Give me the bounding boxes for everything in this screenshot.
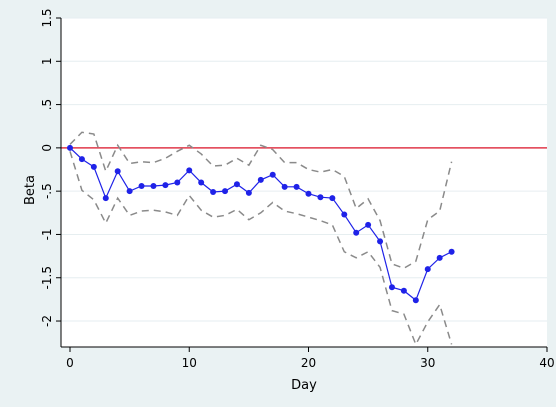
estimate-point <box>198 179 205 186</box>
estimate-point <box>233 181 240 188</box>
estimate-point <box>222 188 229 195</box>
estimate-point <box>174 179 181 186</box>
x-tick-label: 30 <box>420 356 435 370</box>
estimate-point <box>102 195 109 202</box>
y-tick-label: -1 <box>40 228 54 240</box>
estimate-point <box>90 163 97 170</box>
estimate-point <box>245 189 252 196</box>
x-tick-label: 0 <box>66 356 74 370</box>
y-tick-label: -2 <box>40 315 54 327</box>
y-axis-title: Beta <box>23 175 38 205</box>
estimate-point <box>281 183 288 190</box>
estimate-point <box>365 221 372 228</box>
estimate-point <box>186 167 193 174</box>
estimate-point <box>305 190 312 197</box>
estimate-point <box>257 176 264 183</box>
estimate-point <box>162 182 169 189</box>
estimate-point <box>353 229 360 236</box>
estimate-series <box>67 144 455 304</box>
estimate-point <box>341 211 348 218</box>
estimate-point <box>388 284 395 291</box>
estimate-point <box>317 194 324 201</box>
y-tick-label: 1.5 <box>40 8 54 27</box>
estimate-point <box>436 254 443 261</box>
y-tick-label: 0 <box>40 144 54 152</box>
confidence-interval <box>69 131 453 347</box>
axes: 1.51.50-.5-1-1.5-20 10 20 30 40 <box>40 8 555 370</box>
estimate-point <box>150 182 157 189</box>
estimate-point <box>210 189 217 196</box>
x-tick-label: 10 <box>182 356 197 370</box>
estimate-point <box>293 183 300 190</box>
plot-area <box>61 18 547 347</box>
x-tick-label: 40 <box>539 356 554 370</box>
x-tick-label: 20 <box>301 356 316 370</box>
estimate-point <box>448 248 455 255</box>
estimate-point <box>269 171 276 178</box>
y-tick-label: -1.5 <box>40 266 54 289</box>
estimate-point <box>78 156 85 163</box>
estimate-point <box>67 144 73 151</box>
estimate-point <box>114 168 121 175</box>
estimate-point <box>329 195 336 202</box>
x-axis-title: Day <box>291 378 317 393</box>
estimate-point <box>424 266 431 273</box>
y-tick-label: .5 <box>40 99 54 110</box>
estimate-point <box>377 238 384 245</box>
ci-lower-line <box>69 151 453 347</box>
y-tick-label: 1 <box>40 57 54 65</box>
estimate-point <box>138 182 145 189</box>
estimate-point <box>126 188 133 195</box>
y-tick-label: -.5 <box>40 183 54 199</box>
estimate-point <box>400 287 407 294</box>
ci-upper-line <box>69 131 453 270</box>
estimate-point <box>412 297 419 304</box>
